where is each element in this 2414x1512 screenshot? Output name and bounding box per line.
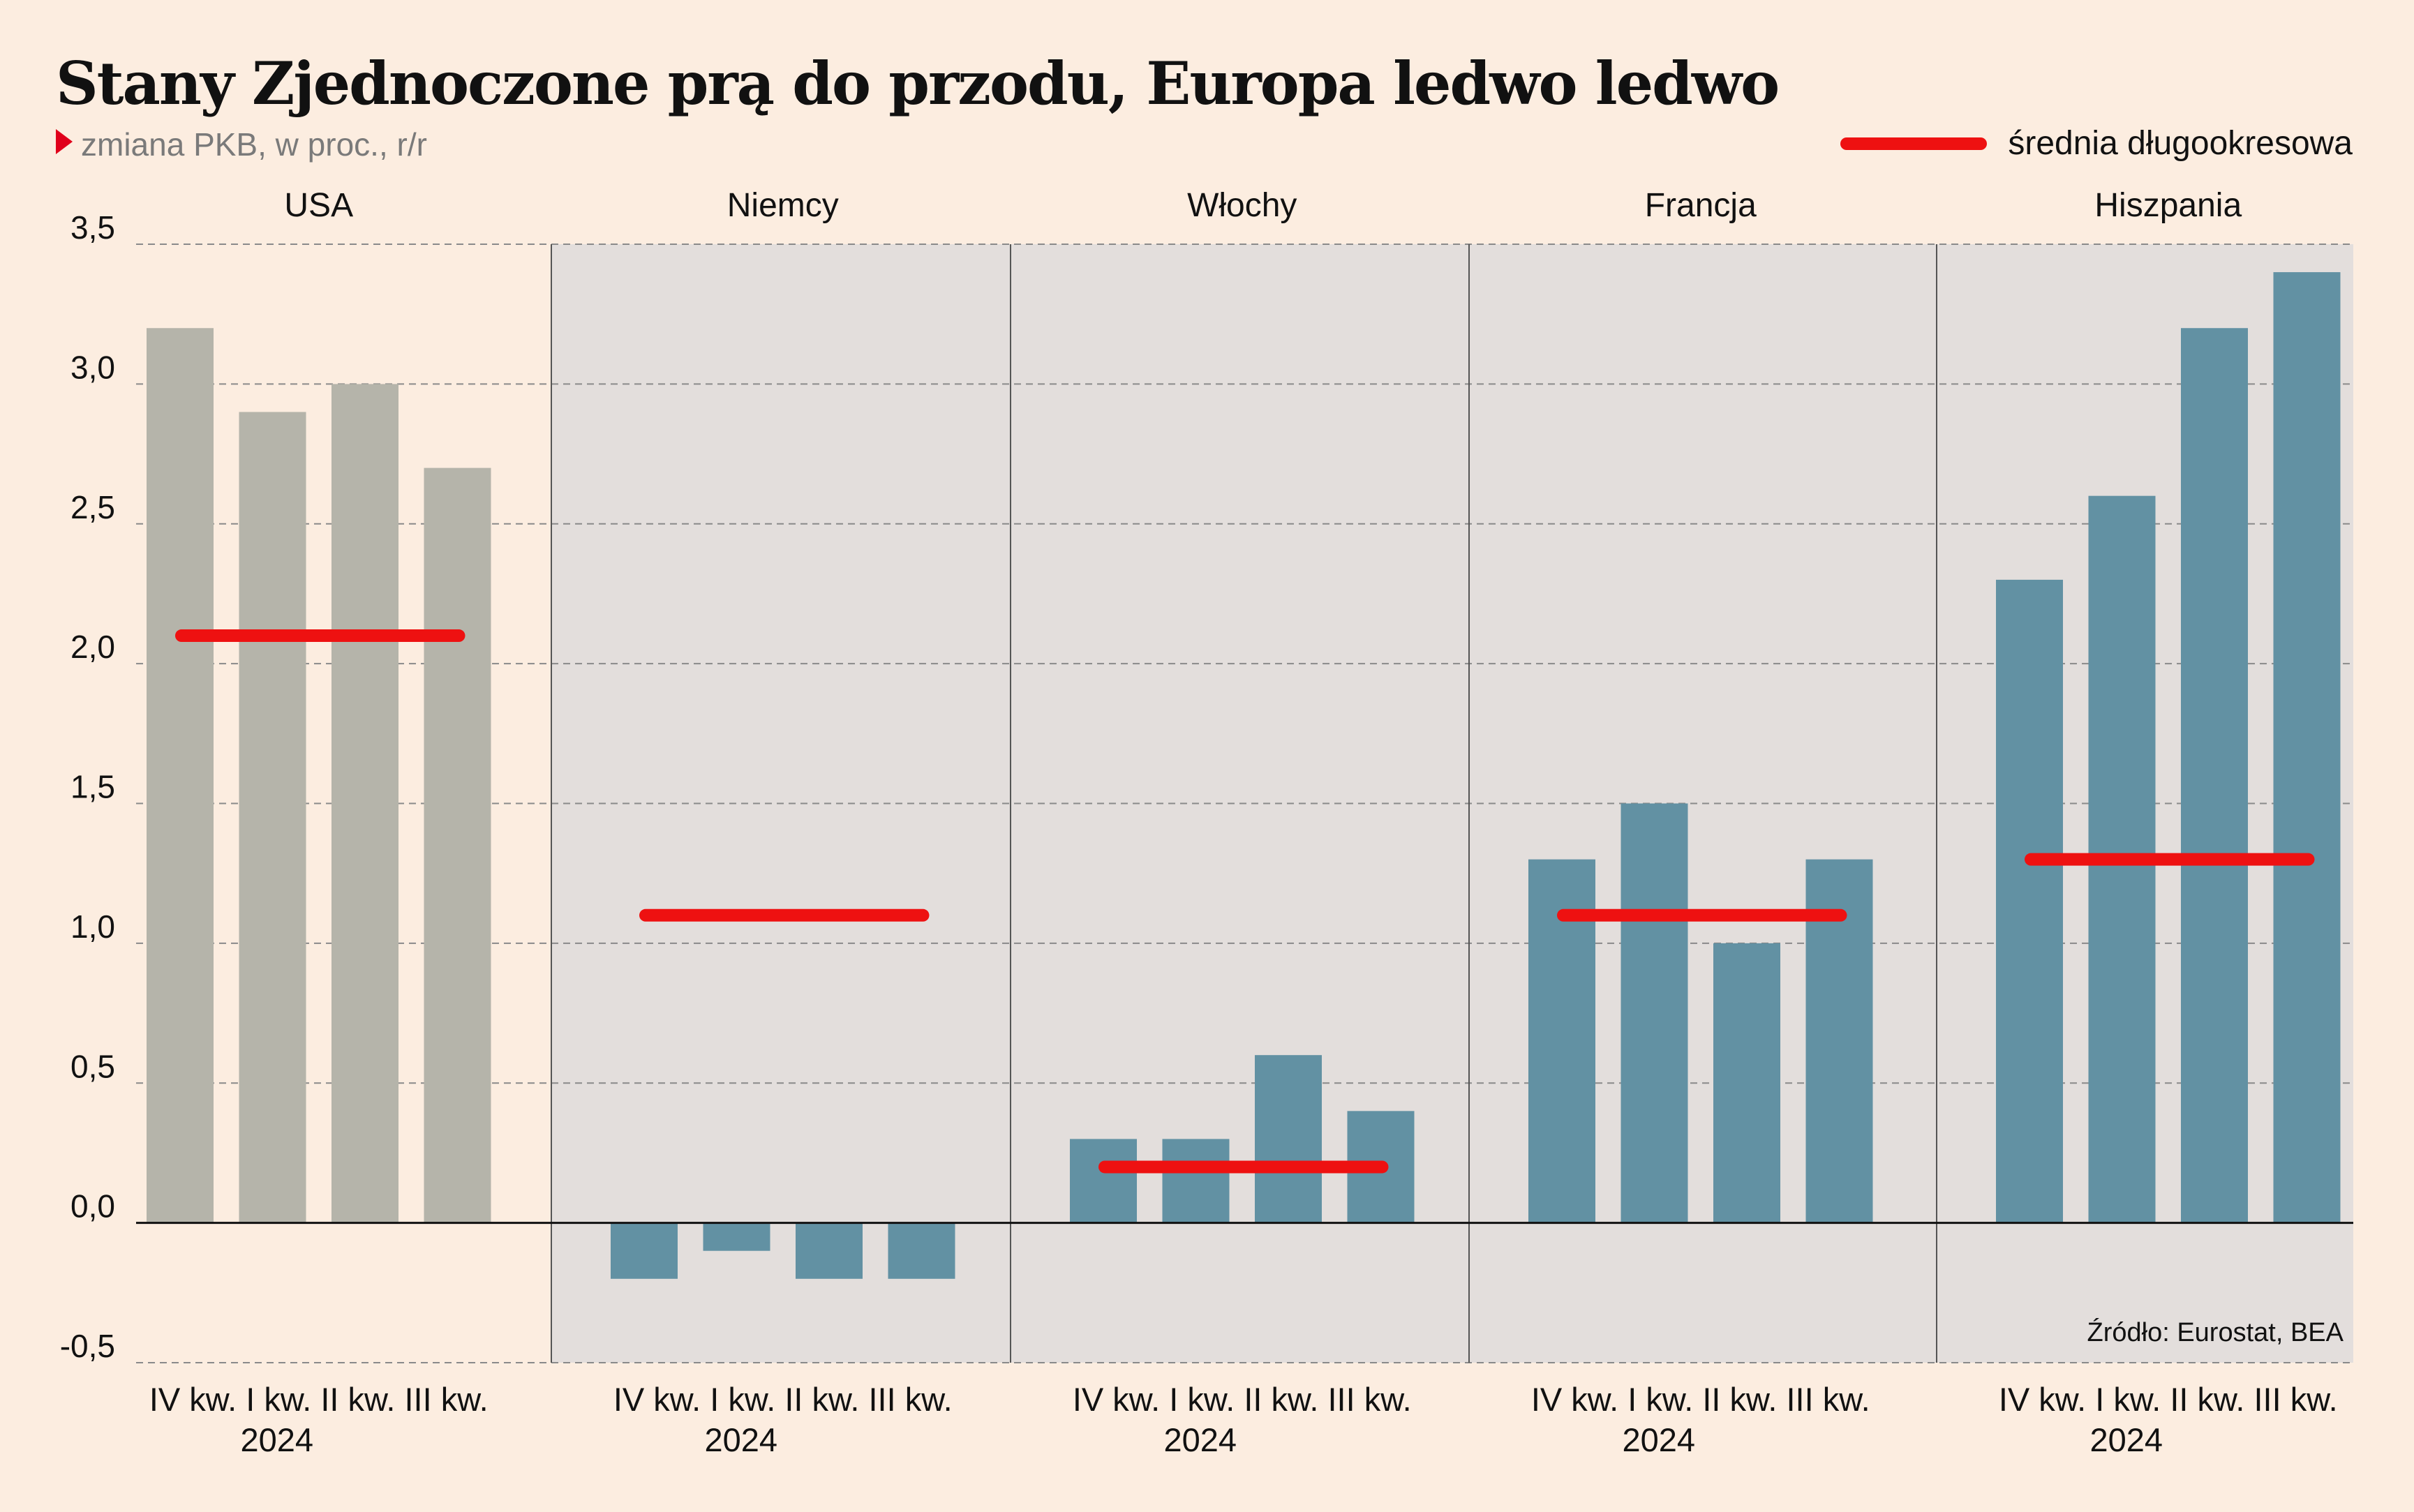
y-tick-label: 2,0: [70, 629, 115, 665]
y-tick-label: 1,5: [70, 769, 115, 805]
bar: [331, 384, 398, 1223]
x-year-label: 2024: [704, 1421, 777, 1458]
chart-subtitle: zmiana PKB, w proc., r/r: [56, 126, 427, 163]
panel-title: Francja: [1645, 187, 1757, 224]
bar: [1162, 1139, 1230, 1223]
bar: [1070, 1139, 1137, 1223]
y-tick-label: 3,0: [70, 349, 115, 385]
x-year-label: 2024: [1622, 1421, 1695, 1458]
source-note: Źródło: Eurostat, BEA: [2087, 1317, 2344, 1347]
x-tick-labels: IV kw. I kw. II kw. III kw.: [1073, 1381, 1412, 1418]
subtitle-text: zmiana PKB, w proc., r/r: [81, 126, 427, 163]
bar: [239, 412, 306, 1223]
bar: [2273, 272, 2341, 1223]
bar: [1620, 803, 1688, 1223]
bar: [703, 1222, 770, 1251]
x-tick-labels: IV kw. I kw. II kw. III kw.: [1531, 1381, 1870, 1418]
bar: [2181, 328, 2248, 1223]
x-tick-labels: IV kw. I kw. II kw. III kw.: [1999, 1381, 2338, 1418]
x-tick-labels: IV kw. I kw. II kw. III kw.: [613, 1381, 953, 1418]
x-year-label: 2024: [240, 1421, 313, 1458]
x-year-label: 2024: [1163, 1421, 1237, 1458]
y-tick-label: 3,5: [70, 209, 115, 246]
y-tick-label: -0,5: [60, 1328, 115, 1364]
y-tick-label: 1,0: [70, 908, 115, 945]
bar: [888, 1222, 955, 1279]
bar: [796, 1222, 863, 1279]
bar: [1996, 579, 2063, 1223]
panel-title: Niemcy: [727, 187, 839, 224]
bar: [1713, 943, 1780, 1223]
y-tick-label: 0,0: [70, 1188, 115, 1225]
x-tick-labels: IV kw. I kw. II kw. III kw.: [149, 1381, 489, 1418]
y-tick-label: 0,5: [70, 1048, 115, 1084]
panel-title: USA: [284, 187, 353, 224]
panel-title: Hiszpania: [2094, 187, 2242, 224]
panel-title: Włochy: [1187, 187, 1297, 224]
legend-average-label: średnia długookresowa: [2008, 125, 2353, 162]
bar: [1255, 1055, 1322, 1223]
bar: [611, 1222, 678, 1279]
triangle-marker-icon: [56, 129, 73, 154]
bar: [424, 467, 491, 1223]
bar: [147, 328, 214, 1223]
y-tick-label: 2,5: [70, 489, 115, 525]
chart-title: Stany Zjednoczone prą do przodu, Europa …: [56, 49, 1780, 118]
legend-average-swatch: [1840, 137, 1988, 150]
x-year-label: 2024: [2089, 1421, 2163, 1458]
legend: średnia długookresowa: [1840, 124, 2353, 163]
